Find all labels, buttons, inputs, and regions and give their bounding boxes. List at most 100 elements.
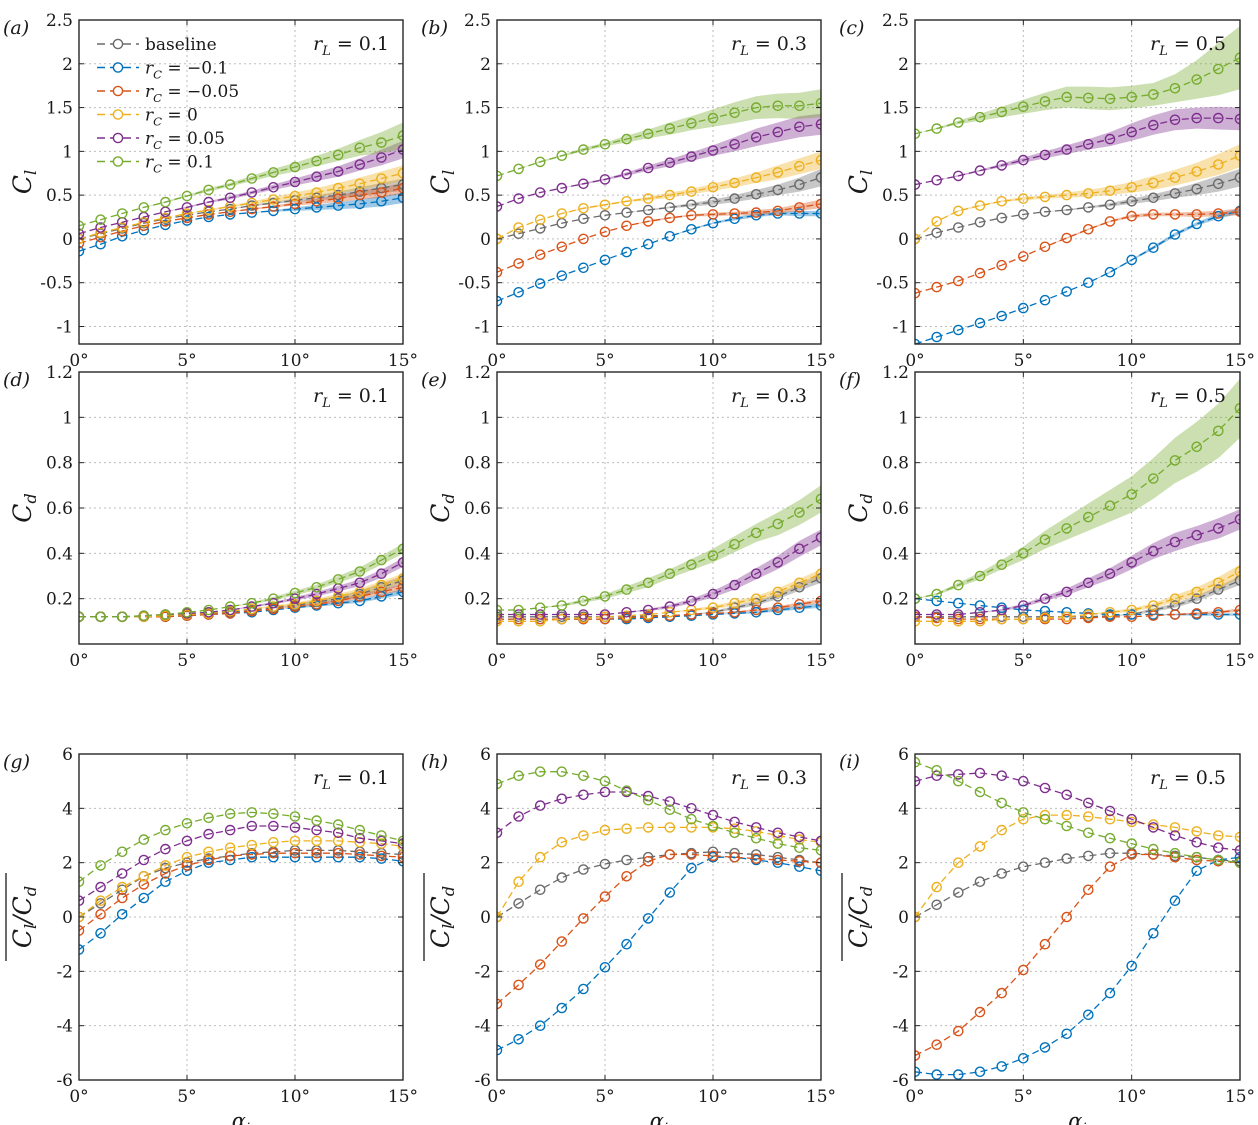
data-point [181,208,193,219]
data-point [931,216,943,227]
data-point [794,831,805,843]
data-point [311,599,322,610]
y-axis-label: Cl/Cd [8,886,40,948]
data-point [95,222,106,233]
data-point [556,270,568,282]
data-point [1104,607,1116,618]
data-point [203,204,214,216]
data-point [1169,536,1181,548]
series-line [915,117,1240,186]
data-point [707,608,719,619]
data-point [556,241,568,253]
data-point [1061,853,1072,864]
y-tick-label: 1.2 [46,363,73,383]
data-point [246,601,258,612]
data-point [268,201,279,212]
y-tick-label: -6 [892,1071,909,1091]
data-point [203,854,214,866]
data-point [1104,832,1116,844]
y-tick-label: -0.5 [40,274,73,294]
series-line [497,856,821,1051]
y-tick-label: 4 [480,799,491,819]
data-point [664,202,676,213]
data-point [642,193,654,204]
data-point [513,228,524,239]
data-point [95,860,106,871]
data-point [750,188,762,200]
data-point [1234,609,1240,620]
data-point [815,835,821,847]
data-point [1018,600,1029,611]
data-point [974,1006,986,1018]
panel-d: 0° 5° 10° 15° 0.2 0.4 0.6 0.8 1 1.2 (d) Cd rL = 0.1 [3,363,418,671]
y-tick-label: -4 [474,1017,491,1037]
data-point [1083,202,1094,213]
data-point [138,871,150,882]
data-point [1191,826,1202,837]
data-point [289,599,301,610]
data-point [1018,209,1029,220]
y-tick-label: 2 [898,854,909,874]
data-point [642,609,654,620]
data-point [1039,938,1051,950]
axes-frame [78,19,404,345]
data-point [750,604,762,616]
data-point [181,857,193,869]
data-point [599,858,611,870]
data-point [686,822,697,833]
data-point [1126,816,1137,828]
data-point [931,595,943,607]
x-axis-label: αi [1068,1109,1087,1125]
y-tick-label: -4 [892,1017,909,1037]
data-point [974,607,986,618]
data-point [246,851,258,863]
data-point [556,837,568,848]
data-point [686,186,697,197]
data-point [642,577,654,589]
data-point [996,824,1008,836]
data-point [686,223,697,235]
data-point [642,794,654,806]
confidence-band [915,106,1240,185]
x-tick-label: 0° [487,351,506,371]
data-point [664,230,676,242]
legend-entry: baseline [145,35,217,55]
rl-label: rL = 0.1 [313,385,389,411]
data-point [332,595,344,607]
confidence-band [79,573,403,617]
y-tick-label: 0 [62,908,73,928]
x-tick-label: 5° [595,651,614,671]
rl-label: rL = 0.1 [313,767,389,793]
data-point [556,613,568,625]
data-point [974,570,986,582]
data-point [599,226,611,238]
data-point [996,106,1008,118]
rl-label: rL = 0.5 [1150,767,1226,793]
data-point [1104,568,1116,580]
data-point [160,843,171,855]
data-point [289,161,301,173]
data-point [1083,92,1094,104]
data-point [953,324,964,336]
y-axis-label: Cl [844,170,876,194]
data-point [1039,593,1051,605]
data-point [513,616,524,627]
data-point [181,190,193,202]
y-tick-label: 1.2 [882,363,909,383]
data-point [1191,586,1202,598]
data-point [621,871,632,882]
data-point [772,126,784,138]
data-point [953,857,964,869]
data-point [578,983,589,995]
data-point [332,827,344,839]
data-point [750,207,762,218]
data-point [556,208,568,219]
data-point [1104,266,1116,278]
panel-label: (f) [839,369,861,391]
data-point [931,770,943,782]
legend-entry: rC = 0.05 [145,129,225,152]
data-point [1061,232,1072,244]
data-point [203,812,214,824]
series-line [79,852,403,932]
x-tick-label: 5° [177,351,196,371]
